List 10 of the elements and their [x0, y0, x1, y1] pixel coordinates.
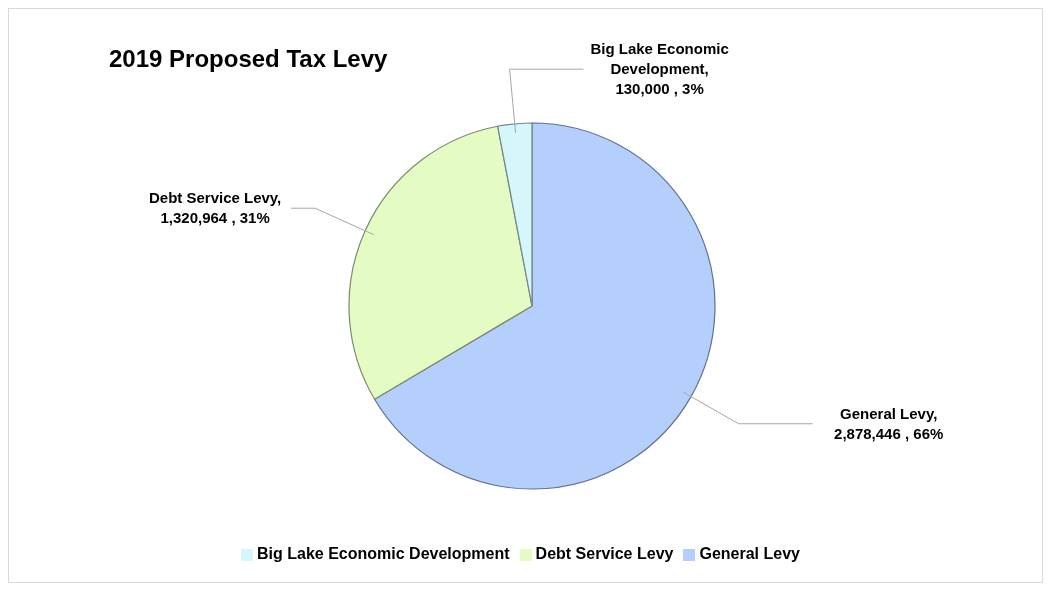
legend-label: Big Lake Economic Development [257, 545, 510, 562]
chart-title: 2019 Proposed Tax Levy [109, 45, 388, 73]
data-label: Big Lake Economic Development, 130,000 , 3% [590, 40, 729, 98]
legend-label: General Levy [699, 545, 800, 562]
legend-label: Debt Service Levy [535, 545, 674, 562]
pie-slice [348, 125, 533, 400]
pie-slice [497, 122, 533, 307]
data-label: General Levy, 2,878,446 , 66% [834, 404, 944, 442]
data-label: Debt Service Levy, 1,320,964 , 31% [148, 189, 282, 227]
pie-slice [373, 122, 716, 490]
